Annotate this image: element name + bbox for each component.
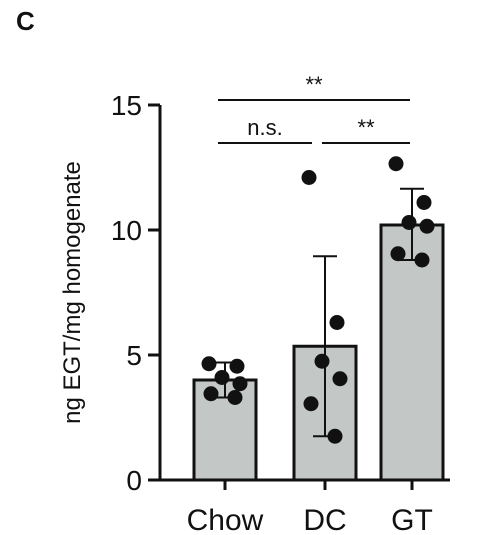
data-point xyxy=(232,376,248,392)
significance-brackets: ** n.s. ** xyxy=(218,72,410,144)
data-point xyxy=(201,356,217,372)
panel-label: C xyxy=(16,6,35,36)
data-point xyxy=(303,396,319,412)
y-axis-label: ng EGT/mg homogenate xyxy=(59,161,86,424)
data-point xyxy=(388,156,404,172)
significance-label: ** xyxy=(305,72,323,97)
x-tick-label: Chow xyxy=(187,504,264,535)
data-point xyxy=(214,370,230,385)
data-point xyxy=(314,353,330,369)
data-point xyxy=(414,252,430,268)
data-point xyxy=(332,371,348,387)
data-point xyxy=(329,315,345,330)
data-point xyxy=(203,386,219,402)
data-point xyxy=(301,170,317,185)
y-tick-label: 15 xyxy=(111,90,142,121)
data-points xyxy=(201,156,435,444)
data-point xyxy=(419,218,435,234)
significance-label: ** xyxy=(357,115,375,140)
data-point xyxy=(390,246,406,262)
y-tick-label: 5 xyxy=(126,340,142,371)
x-tick-label: GT xyxy=(391,504,433,535)
data-point xyxy=(327,428,343,444)
x-tick-label: DC xyxy=(303,504,346,535)
data-point xyxy=(416,195,432,210)
significance-label: n.s. xyxy=(247,115,282,140)
y-tick-label: 10 xyxy=(111,215,142,246)
bar-gt xyxy=(379,223,445,482)
data-point xyxy=(401,215,417,230)
bars xyxy=(192,223,445,482)
y-tick-label: 0 xyxy=(126,465,142,496)
axis-labels: Chow DC GT ng EGT/mg homogenate xyxy=(59,161,433,535)
data-point xyxy=(229,358,245,374)
data-point xyxy=(227,390,243,405)
